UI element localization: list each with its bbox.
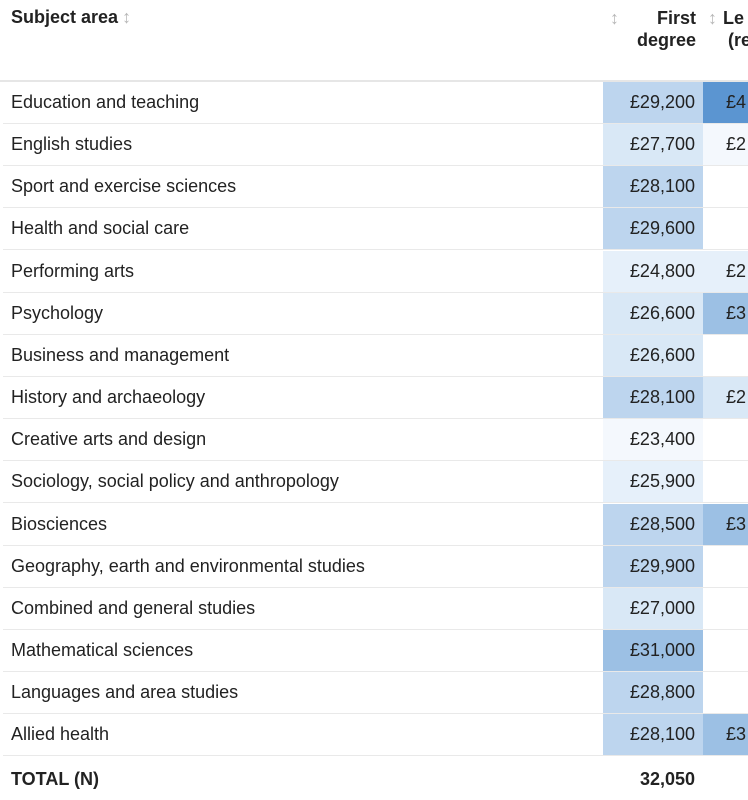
next-column-cell (703, 461, 748, 502)
subject-cell: History and archaeology (11, 387, 206, 407)
first-degree-cell: £29,600 (603, 208, 703, 249)
column-header-next-line2: (re (728, 30, 748, 50)
column-header-subject[interactable]: Subject area ↕ (11, 7, 131, 28)
column-header-next[interactable]: ↕ Le (re (708, 7, 748, 51)
table-header: Subject area ↕ ↕ First degree ↕ Le (re (0, 0, 748, 82)
table-row: Allied health £28,100 £3 (3, 714, 748, 756)
next-column-cell: £2 (703, 377, 748, 418)
first-degree-cell: £25,900 (603, 461, 703, 502)
sort-icon[interactable]: ↕ (708, 8, 717, 28)
total-value: 32,050 (639, 769, 695, 789)
first-degree-cell: £27,000 (603, 588, 703, 629)
table-row: Psychology £26,600 £3 (3, 293, 748, 335)
subject-cell: Biosciences (11, 514, 108, 534)
first-degree-cell: £31,000 (603, 630, 703, 671)
column-header-first-degree-line1: First (656, 8, 696, 28)
table-row: Languages and area studies £28,800 (3, 672, 748, 714)
next-column-cell: £2 (703, 124, 748, 165)
first-degree-cell: £28,500 (603, 504, 703, 545)
subject-cell: Combined and general studies (11, 598, 256, 618)
subject-cell: Geography, earth and environmental studi… (11, 556, 365, 576)
subject-cell: Business and management (11, 345, 230, 365)
first-degree-cell: £24,800 (603, 251, 703, 292)
next-column-cell (703, 335, 748, 376)
subject-cell: Sociology, social policy and anthropolog… (11, 471, 339, 491)
next-column-cell: £3 (703, 504, 748, 545)
sort-icon[interactable]: ↕ (122, 7, 132, 27)
first-degree-cell: £28,800 (603, 672, 703, 713)
column-header-first-degree-line2: degree (636, 30, 696, 50)
subject-cell: English studies (11, 134, 133, 154)
next-column-cell: £2 (703, 251, 748, 292)
table-row: Education and teaching £29,200 £4 (3, 82, 748, 124)
subject-cell: Health and social care (11, 218, 190, 238)
table-row: Business and management £26,600 (3, 335, 748, 377)
subject-cell: Psychology (11, 303, 104, 323)
column-header-subject-label: Subject area (11, 7, 119, 27)
next-column-cell (703, 672, 748, 713)
first-degree-cell: £27,700 (603, 124, 703, 165)
table-row: Combined and general studies £27,000 (3, 588, 748, 630)
subject-cell: Creative arts and design (11, 429, 207, 449)
first-degree-cell: £29,200 (603, 82, 703, 123)
next-column-cell (703, 208, 748, 249)
column-header-first-degree[interactable]: ↕ First degree (606, 7, 696, 51)
first-degree-cell: £23,400 (603, 419, 703, 460)
table-row: Performing arts £24,800 £2 (3, 251, 748, 293)
table-row: Geography, earth and environmental studi… (3, 546, 748, 588)
next-column-cell: £3 (703, 714, 748, 755)
table-row: Creative arts and design £23,400 (3, 419, 748, 461)
table-row: History and archaeology £28,100 £2 (3, 377, 748, 419)
table-row: English studies £27,700 £2 (3, 124, 748, 166)
table-row: Sociology, social policy and anthropolog… (3, 461, 748, 503)
subject-cell: Languages and area studies (11, 682, 239, 702)
first-degree-cell: £26,600 (603, 335, 703, 376)
first-degree-cell: £26,600 (603, 293, 703, 334)
table-row: Biosciences £28,500 £3 (3, 504, 748, 546)
first-degree-cell: £28,100 (603, 377, 703, 418)
subject-cell: Sport and exercise sciences (11, 176, 237, 196)
next-column-cell (703, 546, 748, 587)
next-column-cell (703, 588, 748, 629)
next-column-cell: £3 (703, 293, 748, 334)
column-header-next-line1: Le (723, 8, 745, 28)
subject-cell: Allied health (11, 724, 110, 744)
total-label: TOTAL (N) (11, 769, 99, 789)
subject-cell: Performing arts (11, 261, 135, 281)
next-column-cell (703, 630, 748, 671)
table-row: Health and social care £29,600 (3, 208, 748, 250)
first-degree-cell: £29,900 (603, 546, 703, 587)
next-column-cell: £4 (703, 82, 748, 123)
table-row: Mathematical sciences £31,000 (3, 630, 748, 672)
next-column-cell (703, 419, 748, 460)
first-degree-cell: £28,100 (603, 714, 703, 755)
subject-cell: Mathematical sciences (11, 640, 194, 660)
subject-cell: Education and teaching (11, 92, 200, 112)
table-row: Sport and exercise sciences £28,100 (3, 166, 748, 208)
first-degree-cell: £28,100 (603, 166, 703, 207)
next-column-cell (703, 166, 748, 207)
sort-icon[interactable]: ↕ (610, 8, 619, 28)
total-row: TOTAL (N) 32,050 (3, 758, 748, 800)
